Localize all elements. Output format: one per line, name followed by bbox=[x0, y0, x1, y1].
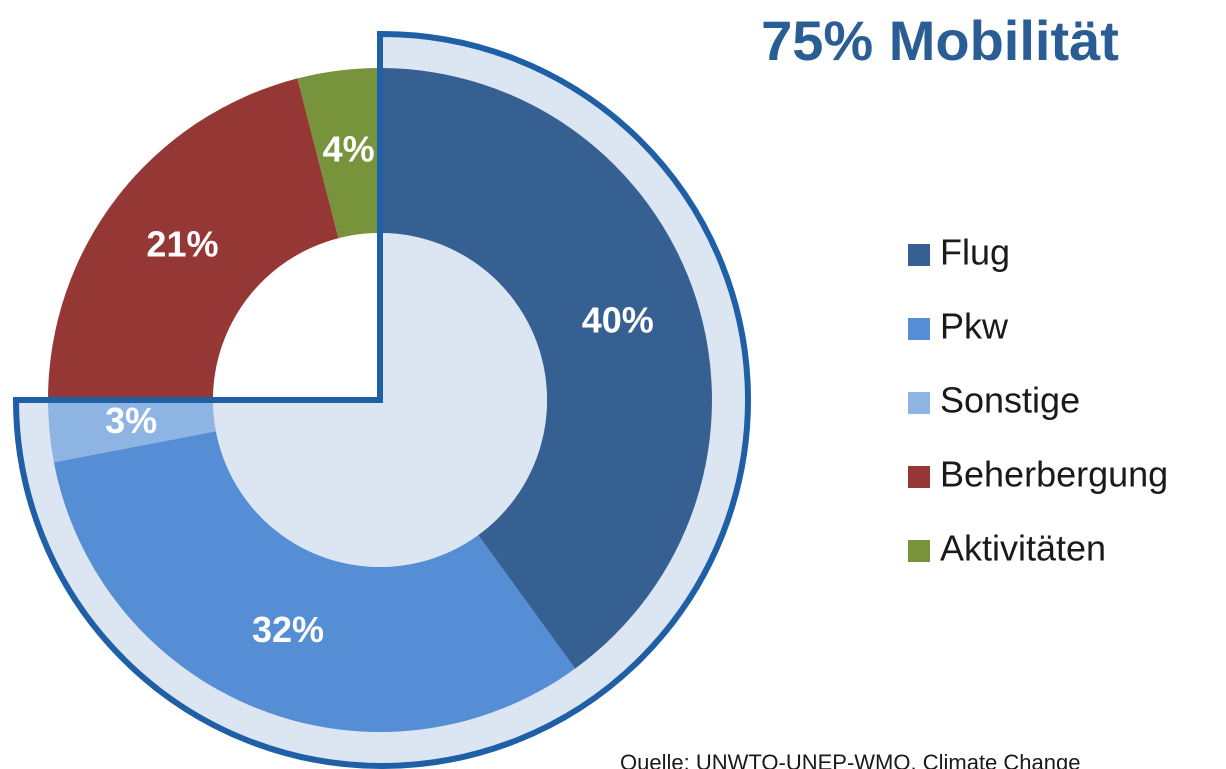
slice bbox=[380, 68, 712, 669]
legend-swatch bbox=[908, 466, 930, 488]
legend-label: Aktivitäten bbox=[940, 528, 1106, 569]
legend-label: Beherbergung bbox=[940, 454, 1168, 495]
source: Quelle: UNWTO-UNEP-WMO, Climate Change bbox=[620, 750, 1080, 769]
legend-swatch bbox=[908, 318, 930, 340]
legend-swatch bbox=[908, 244, 930, 266]
data-label: 40% bbox=[582, 299, 654, 340]
data-label: 4% bbox=[323, 128, 375, 169]
slice bbox=[48, 78, 339, 400]
chart-title: 75% Mobilität bbox=[761, 9, 1119, 72]
slice bbox=[48, 400, 216, 463]
data-label: 32% bbox=[252, 609, 324, 650]
legend-label: Flug bbox=[940, 232, 1010, 273]
mobility-outline bbox=[16, 34, 383, 403]
legend-label: Sonstige bbox=[940, 380, 1080, 421]
slices bbox=[48, 68, 712, 732]
legend-swatch bbox=[908, 540, 930, 562]
slice bbox=[297, 68, 380, 239]
data-label: 3% bbox=[105, 400, 157, 441]
hole-rest bbox=[213, 233, 380, 400]
legend-label: Pkw bbox=[940, 306, 1009, 347]
legend-swatch bbox=[908, 392, 930, 414]
data-label: 21% bbox=[146, 223, 218, 264]
slice bbox=[53, 431, 576, 732]
